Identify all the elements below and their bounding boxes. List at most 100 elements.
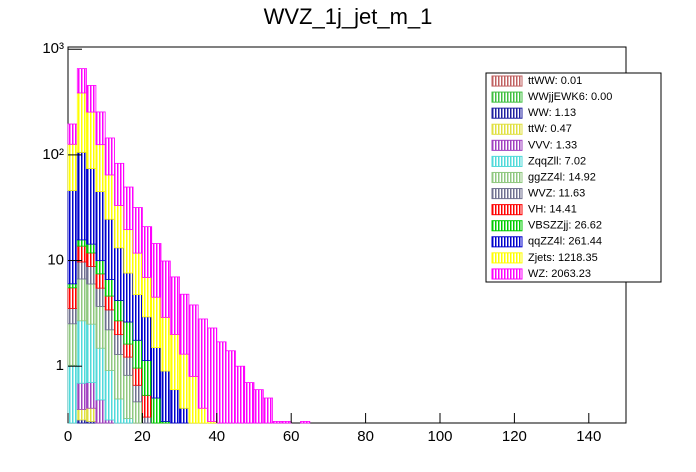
legend-swatch	[491, 123, 523, 135]
legend-swatch	[491, 155, 523, 167]
bar-segment	[67, 143, 78, 191]
y-tick-label: 10	[47, 252, 64, 269]
y-tick-label: 1	[56, 357, 64, 374]
legend-swatch	[491, 188, 523, 200]
legend-label: VVV: 1.33	[528, 139, 577, 151]
legend-swatch	[491, 139, 523, 151]
bar-segment	[76, 278, 88, 322]
bar-segment	[132, 367, 143, 386]
bar-segment	[76, 409, 88, 421]
bar-segment	[123, 186, 134, 231]
bar-segment	[95, 347, 106, 401]
bar-segment	[197, 318, 208, 409]
bar-segment	[114, 320, 125, 336]
bar-segment	[132, 252, 143, 296]
bar-segment	[141, 416, 153, 424]
bars	[67, 68, 311, 424]
bar-segment	[76, 68, 88, 94]
bar-segment	[114, 334, 125, 355]
bar-segment	[160, 260, 171, 318]
bar-segment	[104, 295, 115, 311]
legend-label: WWjjEWK6: 0.00	[528, 91, 612, 103]
bar-segment	[86, 243, 97, 254]
bar-segment	[225, 350, 236, 424]
x-tick-label: 100	[427, 428, 452, 445]
bar-segment	[104, 309, 115, 331]
bar-segment	[67, 283, 78, 289]
bar-segment	[95, 260, 106, 275]
legend: ttWW: 0.01 WWjjEWK6: 0.00 WW: 1.13 ttW: 0.4…	[485, 72, 662, 283]
bar-segment	[234, 365, 246, 424]
bar-segment	[141, 316, 153, 361]
bar-segment	[207, 327, 218, 422]
bar-segment	[114, 247, 125, 301]
legend-swatch	[491, 171, 523, 184]
legend-label: ttW: 0.47	[528, 123, 572, 135]
bar-segment	[123, 356, 134, 376]
bar-segment	[281, 421, 292, 424]
bar-segment	[169, 333, 181, 391]
bar-segment	[123, 229, 134, 274]
legend-label: WVZ: 11.63	[528, 187, 585, 199]
bar-segment	[160, 370, 171, 422]
bar-segment	[132, 294, 143, 341]
bar-segment	[95, 399, 106, 424]
legend-swatch	[491, 75, 523, 87]
bar-segment	[95, 273, 106, 289]
bar-segment	[272, 421, 283, 424]
x-tick-label: 0	[64, 428, 72, 445]
bar-segment	[67, 287, 78, 309]
bar-segment	[216, 341, 227, 424]
bar-segment	[188, 304, 199, 377]
bar-segment	[86, 407, 97, 422]
bar-segment	[179, 353, 190, 409]
bar-segment	[104, 174, 115, 220]
bar-segment	[132, 384, 143, 403]
bar-segment	[188, 376, 199, 424]
legend-label: WZ: 2063.23	[528, 268, 591, 280]
bar-segment	[76, 245, 88, 263]
bar-segment	[123, 418, 134, 424]
bar-segment	[67, 364, 78, 424]
bar-segment	[197, 407, 208, 424]
legend-swatch	[491, 252, 523, 264]
bar-segment	[76, 382, 88, 410]
bar-segment	[132, 339, 143, 369]
bar-segment	[95, 111, 106, 146]
bar-segment	[114, 300, 125, 322]
bar-segment	[123, 321, 134, 345]
bar-segment	[86, 111, 97, 169]
bar-segment	[244, 382, 255, 424]
legend-swatch	[491, 107, 523, 119]
legend-swatch	[491, 91, 523, 103]
bar-segment	[67, 323, 78, 366]
bar-segment	[76, 320, 88, 384]
legend-swatch	[491, 204, 523, 216]
bar-segment	[179, 407, 190, 424]
bar-segment	[169, 389, 181, 424]
bar-segment	[86, 283, 97, 325]
bar-segment	[114, 398, 125, 424]
bar-segment	[151, 347, 162, 399]
legend-swatch	[491, 220, 523, 232]
bar-segment	[86, 85, 97, 113]
bar-segment	[300, 421, 311, 424]
legend-label: VH: 14.41	[528, 204, 577, 216]
bar-segment	[141, 394, 153, 418]
y-tick-label: 10³	[42, 40, 64, 57]
legend-label: VBSZZjj: 26.62	[528, 220, 602, 232]
bar-segment	[160, 316, 171, 372]
legend-label: qqZZ4l: 261.44	[528, 236, 602, 248]
bar-segment	[76, 261, 88, 280]
bar-segment	[123, 343, 134, 358]
bar-segment	[86, 382, 97, 409]
bar-segment	[76, 92, 88, 153]
legend-label: ttWW: 0.01	[528, 75, 582, 87]
bar-segment	[86, 252, 97, 267]
legend-label: WW: 1.13	[528, 107, 576, 119]
x-tick-label: 120	[502, 428, 527, 445]
bar-segment	[151, 296, 162, 348]
bar-segment	[114, 162, 125, 206]
x-tick-label: 80	[357, 428, 374, 445]
